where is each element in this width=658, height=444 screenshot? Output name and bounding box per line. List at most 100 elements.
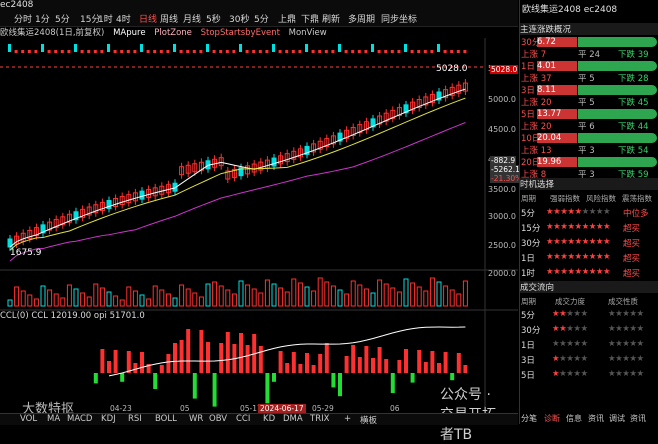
timing-stars: ★★★★★★★★★ bbox=[546, 267, 611, 277]
toolbar-item-15[interactable]: 多周期 bbox=[348, 15, 376, 25]
footer-tab-1[interactable]: 诊断 bbox=[544, 414, 560, 423]
toolbar-item-8[interactable]: 月线 bbox=[183, 15, 202, 25]
volume-bar bbox=[297, 282, 303, 307]
indicator-tab-11[interactable]: TRIX bbox=[310, 414, 330, 424]
trend-row-3[interactable]: 5日 13.77 bbox=[520, 108, 658, 120]
indicator-tab-1[interactable]: MA bbox=[47, 414, 61, 424]
toolbar-item-1[interactable]: 1分 bbox=[35, 15, 50, 25]
volume-bar bbox=[251, 288, 257, 307]
indicator-tab-6[interactable]: WR bbox=[189, 414, 204, 424]
star-icon: ★ bbox=[580, 309, 589, 319]
volume-bar bbox=[231, 293, 237, 307]
flow-stars-b: ★★★★★ bbox=[608, 369, 644, 379]
timing-label: 超买 bbox=[623, 254, 641, 264]
toolbar-item-7[interactable]: 周线 bbox=[160, 15, 179, 25]
up-count: 上涨 7 bbox=[521, 50, 547, 60]
trend-counts-3: 上涨 20 平 6 下跌 44 bbox=[520, 120, 658, 132]
volume-bar bbox=[185, 288, 191, 307]
legend-monview[interactable]: MonView bbox=[288, 28, 327, 38]
candle-body bbox=[185, 164, 191, 174]
flow-tab-0[interactable]: 周期 bbox=[521, 297, 536, 306]
toolbar-item-10[interactable]: 30秒 bbox=[229, 15, 250, 25]
toolbar-item-13[interactable]: 下鼎 bbox=[301, 15, 320, 25]
legend-stopstarts[interactable]: StopStartsbyEvent bbox=[200, 28, 280, 38]
toolbar-item-11[interactable]: 5分 bbox=[254, 15, 269, 25]
volume-bar bbox=[99, 287, 105, 307]
toolbar-item-16[interactable]: 同步坐标 bbox=[381, 15, 418, 25]
trend-row-5[interactable]: 20日 19.96 bbox=[520, 156, 658, 168]
indicator-tab-13[interactable]: 横板 bbox=[360, 416, 378, 426]
indicator-tab-7[interactable]: OBV bbox=[209, 414, 228, 424]
toolbar-item-14[interactable]: 刷新 bbox=[322, 15, 341, 25]
signal-mark bbox=[133, 50, 137, 53]
indicator-tab-8[interactable]: CCI bbox=[236, 414, 251, 424]
footer-tab-4[interactable]: 调试 bbox=[609, 414, 625, 423]
footer-tab-3[interactable]: 资讯 bbox=[588, 414, 604, 423]
timing-tab-2[interactable]: 风险指数 bbox=[586, 194, 616, 203]
legend-mapure[interactable]: MApure bbox=[113, 28, 146, 38]
date-tick-0: 04-23 bbox=[110, 404, 132, 413]
toolbar-item-5[interactable]: 4时 bbox=[116, 15, 131, 25]
trend-row-2[interactable]: 3日 8.11 bbox=[520, 84, 658, 96]
indicator-bar bbox=[140, 352, 144, 373]
trend-row-1[interactable]: 1日 4.01 bbox=[520, 60, 658, 72]
timing-tab-1[interactable]: 强弱指数 bbox=[550, 194, 580, 203]
timing-row-2: 30分 ★★★★★★★★★ 超买 bbox=[520, 237, 658, 249]
candle-body bbox=[396, 107, 402, 117]
footer-tab-0[interactable]: 分笔 bbox=[521, 414, 537, 423]
volume-bar bbox=[357, 284, 363, 307]
trend-row-4[interactable]: 10日 20.04 bbox=[520, 132, 658, 144]
indicator-tab-4[interactable]: RSI bbox=[128, 414, 142, 424]
footer-tab-2[interactable]: 信息 bbox=[566, 414, 582, 423]
star-icon: ★ bbox=[560, 252, 568, 262]
volume-bar bbox=[284, 291, 290, 307]
signal-mark bbox=[54, 50, 58, 53]
indicator-bar bbox=[311, 365, 316, 373]
toolbar-item-6[interactable]: 日线 bbox=[139, 15, 158, 25]
signal-mark bbox=[318, 50, 322, 53]
trend-row-0[interactable]: 30分 6.72 bbox=[520, 36, 658, 48]
toolbar-item-0[interactable]: 分时 bbox=[14, 15, 33, 25]
flat-count: 平 5 bbox=[578, 74, 595, 84]
signal-mark bbox=[113, 50, 117, 53]
star-icon: ★ bbox=[552, 309, 560, 319]
star-icon: ★ bbox=[553, 222, 561, 232]
toolbar-item-9[interactable]: 5秒 bbox=[206, 15, 221, 25]
signal-mark bbox=[437, 44, 440, 52]
indicator-tab-2[interactable]: MACD bbox=[67, 414, 93, 424]
toolbar-item-4[interactable]: 1时 bbox=[98, 15, 113, 25]
indicator-tab-12[interactable]: + bbox=[344, 414, 352, 424]
flow-stars-b: ★★★★★ bbox=[608, 324, 644, 334]
toolbar-item-2[interactable]: 5分 bbox=[55, 15, 70, 25]
legend-plotzone[interactable]: PlotZone bbox=[154, 28, 192, 38]
candle-body bbox=[403, 104, 409, 114]
volume-bar bbox=[73, 288, 79, 307]
toolbar-item-12[interactable]: 上鼎 bbox=[278, 15, 297, 25]
signal-mark bbox=[47, 50, 51, 53]
down-count: 下跌 45 bbox=[618, 98, 649, 108]
flow-tab-2[interactable]: 成交性质 bbox=[608, 297, 638, 306]
flow-tab-1[interactable]: 成交力度 bbox=[555, 297, 585, 306]
indicator-bar bbox=[166, 354, 171, 373]
timing-tab-0[interactable]: 周期 bbox=[521, 194, 536, 203]
signal-mark bbox=[331, 50, 335, 53]
indicator-tab-5[interactable]: BOLL bbox=[155, 414, 177, 424]
indicator-tab-3[interactable]: KDJ bbox=[101, 414, 116, 424]
candle-body bbox=[33, 227, 39, 237]
volume-bar bbox=[33, 298, 39, 307]
indicator-bar bbox=[258, 346, 263, 373]
footer-tab-5[interactable]: 资讯 bbox=[630, 414, 646, 423]
signal-mark bbox=[463, 50, 467, 53]
star-icon: ★ bbox=[574, 267, 583, 277]
timing-tab-3[interactable]: 震荡指数 bbox=[622, 194, 652, 203]
toolbar-item-3[interactable]: 15分 bbox=[80, 15, 101, 25]
star-icon: ★ bbox=[615, 324, 623, 334]
down-count: 下跌 54 bbox=[618, 146, 649, 156]
volume-bar bbox=[443, 285, 449, 307]
star-icon: ★ bbox=[608, 354, 616, 364]
kline-chart[interactable] bbox=[0, 38, 518, 413]
indicator-tab-10[interactable]: DMA bbox=[283, 414, 303, 424]
indicator-tab-9[interactable]: KD bbox=[263, 414, 276, 424]
indicator-tab-0[interactable]: VOL bbox=[20, 414, 38, 424]
